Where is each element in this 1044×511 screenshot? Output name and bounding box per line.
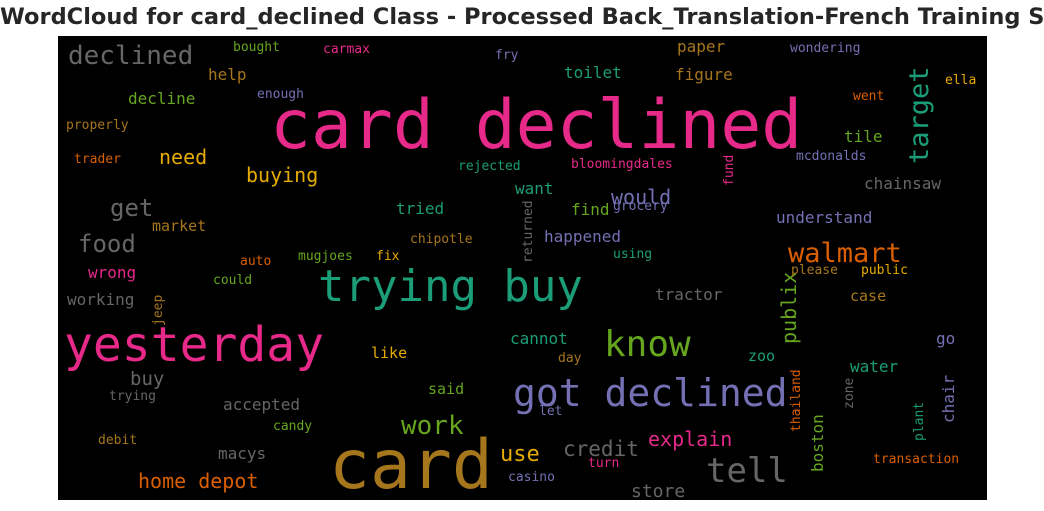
- word-case: case: [850, 287, 886, 305]
- word-know: know: [604, 324, 691, 365]
- word-cannot: cannot: [510, 329, 568, 348]
- word-buy: buy: [130, 368, 164, 390]
- word-help: help: [208, 65, 247, 84]
- word-food: food: [78, 230, 136, 258]
- word-toilet: toilet: [564, 63, 622, 82]
- word-buying: buying: [246, 163, 318, 187]
- word-trader: trader: [74, 152, 121, 167]
- chart-title: WordCloud for card_declined Class - Proc…: [0, 4, 1044, 30]
- word-went: went: [853, 89, 884, 104]
- word-returned: returned: [521, 200, 536, 263]
- word-like: like: [371, 344, 407, 362]
- word-happened: happened: [544, 227, 621, 246]
- word-publix: publix: [777, 272, 801, 344]
- word-please: please: [791, 263, 838, 278]
- word-water: water: [850, 357, 899, 376]
- word-yesterday: yesterday: [64, 317, 324, 373]
- word-properly: properly: [66, 118, 129, 133]
- word-tried: tried: [396, 199, 444, 218]
- word-work: work: [401, 411, 464, 441]
- word-auto: auto: [240, 254, 271, 269]
- word-mcdonalds: mcdonalds: [796, 149, 866, 164]
- word-paper: paper: [677, 37, 726, 56]
- word-bloomingdales: bloomingdales: [571, 157, 673, 172]
- word-day: day: [558, 351, 582, 366]
- word-chair: chair: [939, 374, 958, 423]
- word-public: public: [861, 263, 908, 278]
- word-wondering: wondering: [790, 41, 860, 56]
- word-transaction: transaction: [873, 452, 959, 467]
- word-want: want: [515, 179, 554, 198]
- word-find: find: [571, 200, 610, 219]
- word-card: card: [329, 426, 493, 500]
- word-candy: candy: [273, 419, 312, 434]
- word-tell: tell: [706, 451, 788, 491]
- word-fry: fry: [495, 48, 519, 63]
- word-go: go: [936, 329, 955, 348]
- word-fund: fund: [722, 155, 737, 186]
- word-bought: bought: [233, 40, 280, 55]
- word-plant: plant: [912, 402, 927, 441]
- word-trying: trying: [109, 389, 156, 404]
- word-credit: credit: [563, 437, 639, 461]
- word-card-declined: card declined: [270, 86, 802, 165]
- word-fix: fix: [376, 249, 400, 264]
- word-working: working: [67, 290, 134, 309]
- word-target: target: [904, 66, 935, 164]
- word-said: said: [428, 380, 464, 398]
- word-thailand: thailand: [789, 369, 804, 432]
- word-ella: ella: [945, 73, 976, 88]
- word-debit: debit: [98, 433, 137, 448]
- word-could: could: [213, 273, 252, 288]
- word-using: using: [613, 247, 652, 262]
- word-jeep: jeep: [151, 295, 166, 326]
- word-zoo: zoo: [748, 347, 775, 365]
- word-macys: macys: [218, 444, 266, 463]
- word-store: store: [631, 481, 685, 500]
- word-home-depot: home depot: [138, 469, 258, 493]
- wordcloud-canvas: card declined card yesterday trying buy got …: [58, 36, 987, 500]
- word-get: get: [110, 194, 153, 222]
- word-casino: casino: [508, 470, 555, 485]
- word-chainsaw: chainsaw: [864, 174, 941, 193]
- word-tractor: tractor: [655, 285, 723, 304]
- word-explain: explain: [648, 427, 732, 451]
- word-boston: boston: [808, 414, 827, 472]
- word-walmart: walmart: [788, 238, 902, 269]
- word-trying-buy: trying buy: [318, 261, 583, 312]
- word-carmax: carmax: [323, 42, 370, 57]
- word-chipotle: chipotle: [410, 232, 473, 247]
- word-would: would: [611, 185, 671, 209]
- word-mugjoes: mugjoes: [298, 249, 353, 264]
- word-grocery: grocery: [613, 199, 668, 214]
- word-need: need: [159, 145, 207, 169]
- word-market: market: [152, 217, 206, 235]
- word-rejected: rejected: [458, 159, 521, 174]
- word-figure: figure: [675, 65, 733, 84]
- word-turn: turn: [588, 456, 619, 471]
- word-tile: tile: [844, 127, 883, 146]
- word-wrong: wrong: [88, 263, 136, 282]
- word-use: use: [500, 442, 540, 467]
- word-got-declined: got declined: [513, 371, 788, 415]
- word-declined: declined: [68, 41, 193, 71]
- word-decline: decline: [128, 89, 195, 108]
- word-zone: zone: [842, 378, 857, 409]
- word-enough: enough: [257, 87, 304, 102]
- word-accepted: accepted: [223, 395, 300, 414]
- word-understand: understand: [776, 208, 872, 227]
- word-let: let: [539, 404, 562, 419]
